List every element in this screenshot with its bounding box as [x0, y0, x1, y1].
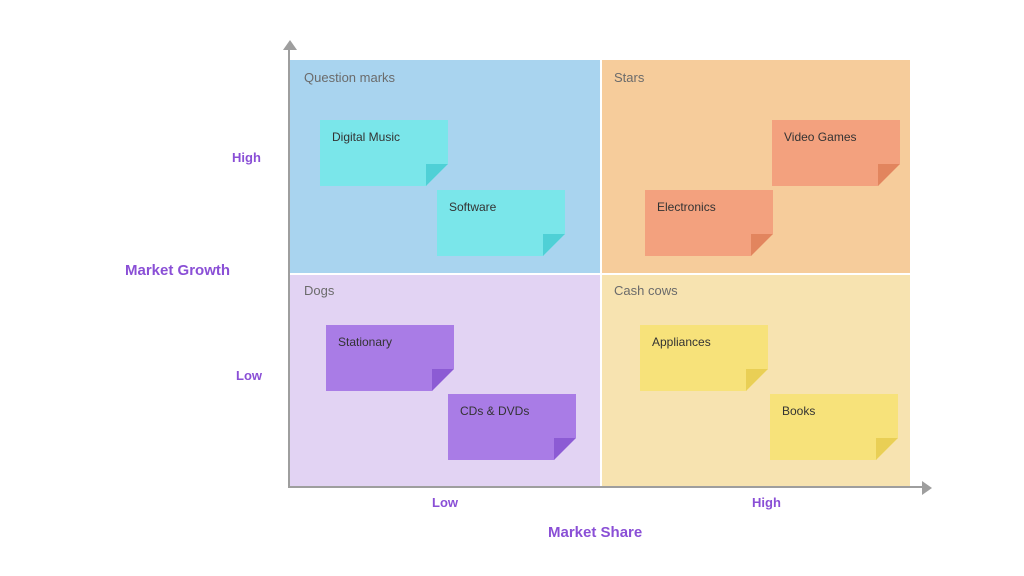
quadrant-title: Question marks	[304, 70, 395, 85]
sticky-note-label: Books	[782, 404, 815, 418]
sticky-note-electronics[interactable]: Electronics	[645, 190, 773, 256]
x-axis-title: Market Share	[548, 524, 642, 541]
sticky-note-stationary[interactable]: Stationary	[326, 325, 454, 391]
sticky-note-cds-dvds[interactable]: CDs & DVDs	[448, 394, 576, 460]
sticky-note-software[interactable]: Software	[437, 190, 565, 256]
quadrant-title: Dogs	[304, 283, 334, 298]
y-axis-arrow	[283, 40, 297, 50]
y-tick-high: High	[232, 150, 261, 165]
sticky-note-video-games[interactable]: Video Games	[772, 120, 900, 186]
sticky-note-label: Stationary	[338, 335, 392, 349]
x-axis-arrow	[922, 481, 932, 495]
x-axis-line	[288, 486, 924, 488]
x-tick-low: Low	[432, 495, 458, 510]
sticky-note-label: Digital Music	[332, 130, 400, 144]
sticky-note-label: Electronics	[657, 200, 716, 214]
quadrant-title: Cash cows	[614, 283, 678, 298]
sticky-note-label: Software	[449, 200, 496, 214]
sticky-note-label: CDs & DVDs	[460, 404, 529, 418]
matrix-divider-horizontal	[290, 273, 910, 275]
sticky-note-appliances[interactable]: Appliances	[640, 325, 768, 391]
sticky-note-books[interactable]: Books	[770, 394, 898, 460]
x-tick-high: High	[752, 495, 781, 510]
sticky-note-label: Video Games	[784, 130, 857, 144]
sticky-note-label: Appliances	[652, 335, 711, 349]
sticky-note-digital-music[interactable]: Digital Music	[320, 120, 448, 186]
bcg-matrix-diagram: Market Growth High Low Market Share Low …	[0, 0, 1024, 576]
y-axis-title: Market Growth	[125, 262, 230, 279]
quadrant-title: Stars	[614, 70, 644, 85]
y-tick-low: Low	[236, 368, 262, 383]
